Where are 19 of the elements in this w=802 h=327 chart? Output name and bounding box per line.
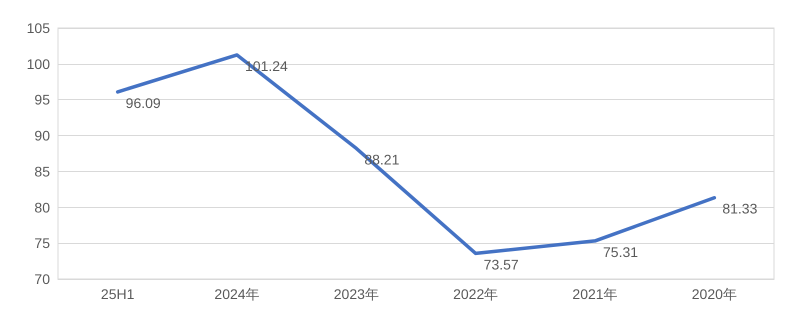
y-tick-label: 80 [34, 199, 50, 216]
x-tick-label: 2023年 [334, 286, 379, 302]
data-label: 96.09 [126, 94, 161, 111]
x-tick-label: 2020年 [692, 286, 737, 302]
x-tick-label: 2021年 [572, 286, 618, 302]
y-tick-label: 75 [34, 235, 50, 252]
y-tick-label: 105 [26, 20, 50, 36]
y-tick-label: 90 [34, 128, 50, 144]
x-tick-label: 25H1 [100, 286, 135, 302]
data-label: 73.57 [484, 256, 519, 272]
line-series [116, 53, 716, 256]
x-tick-label: 2022年 [453, 286, 498, 302]
y-tick-label: 100 [26, 56, 50, 72]
y-tick-label: 95 [34, 92, 50, 108]
x-tick-label: 2024年 [214, 286, 260, 302]
y-tick-label: 85 [34, 163, 50, 180]
y-tick-label: 70 [34, 271, 50, 287]
data-label: 81.33 [722, 200, 758, 217]
data-label: 75.31 [603, 244, 638, 260]
